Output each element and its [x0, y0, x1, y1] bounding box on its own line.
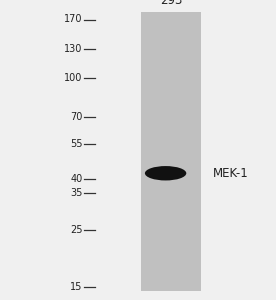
Text: 25: 25 [70, 225, 83, 235]
Text: 55: 55 [70, 139, 83, 148]
Text: 40: 40 [71, 174, 83, 184]
Text: 100: 100 [64, 73, 83, 83]
Text: 70: 70 [70, 112, 83, 122]
Text: 15: 15 [70, 281, 83, 292]
Text: 130: 130 [64, 44, 83, 54]
Ellipse shape [145, 166, 186, 181]
Bar [141, 12, 201, 291]
Text: 170: 170 [64, 14, 83, 25]
Text: MEK-1: MEK-1 [213, 167, 248, 180]
Text: 293: 293 [160, 0, 182, 8]
Text: 35: 35 [70, 188, 83, 198]
